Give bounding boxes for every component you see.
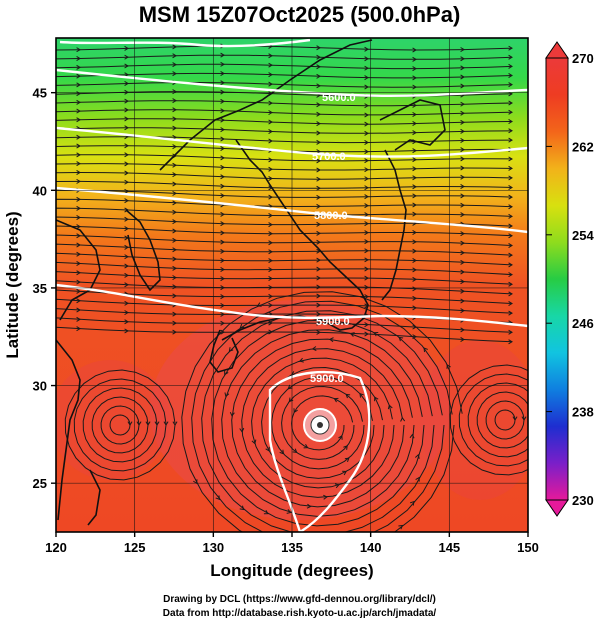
colorbar-min-arrow [546,500,568,516]
warm-region-west [50,360,170,480]
credit-data: Data from http://database.rish.kyoto-u.a… [0,608,599,619]
y-axis: 25 30 35 40 45 [33,86,56,492]
x-tick-label: 120 [45,540,67,555]
warm-region-east [420,340,540,500]
x-tick-label: 140 [360,540,382,555]
y-tick-label: 30 [33,379,47,394]
colorbar-tick-label: 254 [572,228,594,243]
colorbar-body [546,58,568,500]
flow-arrow [531,417,535,420]
y-tick-label: 45 [33,86,47,101]
warm-core-region [150,300,450,520]
credit-drawing: Drawing by DCL (https://www.gfd-dennou.o… [0,594,599,605]
map-plot-area: 5600.0 5700.0 5800.0 5900.0 5900.0 [50,38,562,554]
y-tick-label: 35 [33,281,47,296]
colorbar-tick-label: 230 [572,493,594,508]
x-tick-label: 130 [202,540,224,555]
typhoon-eye-icon [304,409,336,441]
y-tick-label: 25 [33,476,47,491]
contour-label-5700: 5700.0 [312,151,346,163]
flow-arrow [540,417,544,420]
y-axis-title: Latitude (degrees) [3,211,22,358]
x-axis-title: Longitude (degrees) [210,561,373,580]
y-tick-label: 40 [33,183,47,198]
colorbar-max-arrow [546,42,568,58]
x-tick-label: 145 [438,540,460,555]
colorbar-tick-label: 270 [572,51,594,66]
colorbar-tick-label: 238 [572,405,594,420]
contour-label-5900-b: 5900.0 [310,373,344,385]
x-axis: 120 125 130 135 140 145 150 [45,532,539,555]
contour-label-5900-a: 5900.0 [316,316,350,328]
colorbar-tick-label: 246 [572,316,594,331]
x-tick-label: 150 [517,540,539,555]
colorbar: 270 262 254 246 238 230 [546,42,594,516]
colorbar-tick-label: 262 [572,139,594,154]
contour-label-5600: 5600.0 [322,92,356,104]
x-tick-label: 135 [281,540,303,555]
contour-label-5800: 5800.0 [314,210,348,222]
x-tick-label: 125 [124,540,146,555]
